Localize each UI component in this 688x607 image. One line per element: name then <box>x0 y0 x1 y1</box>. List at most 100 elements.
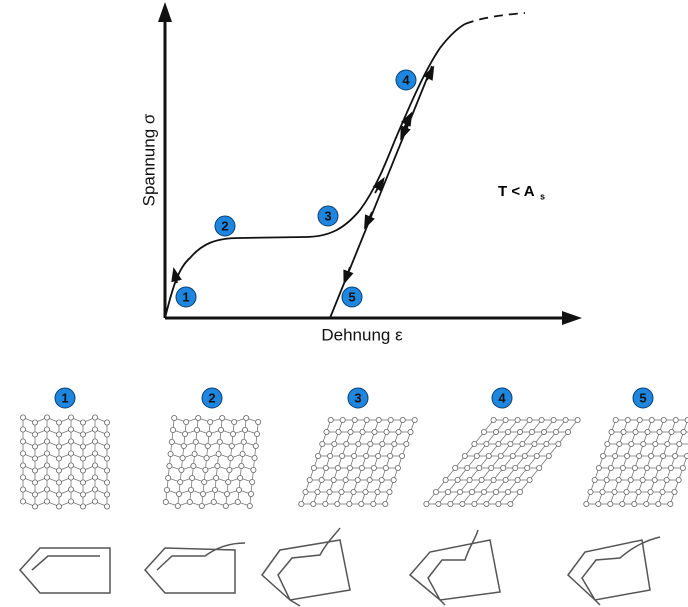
atom <box>479 477 484 482</box>
clips <box>20 528 660 606</box>
atom <box>56 444 61 449</box>
atom <box>625 417 630 422</box>
atom <box>624 489 629 494</box>
atom <box>323 465 328 470</box>
atom <box>376 417 381 422</box>
atom <box>196 415 201 420</box>
atom <box>56 504 61 509</box>
atom <box>388 453 393 458</box>
atom <box>384 429 389 434</box>
atom <box>32 432 37 437</box>
atom <box>400 417 405 422</box>
atom <box>104 504 109 509</box>
atom <box>645 429 650 434</box>
atom <box>68 451 73 456</box>
atom <box>551 417 556 422</box>
atom <box>223 503 228 508</box>
atom <box>92 439 97 444</box>
atom <box>179 467 184 472</box>
atom <box>520 441 525 446</box>
atom <box>388 417 393 422</box>
atom <box>472 501 477 506</box>
atom <box>363 489 368 494</box>
atom <box>328 417 333 422</box>
atom <box>328 453 333 458</box>
atom <box>163 499 168 504</box>
atom <box>376 453 381 458</box>
atom <box>498 453 503 458</box>
atom <box>371 501 376 506</box>
atom <box>339 489 344 494</box>
lattice <box>20 415 109 509</box>
atom <box>392 441 397 446</box>
atom <box>436 501 441 506</box>
atom <box>324 429 329 434</box>
atom <box>56 468 61 473</box>
atom <box>673 417 678 422</box>
atom <box>170 427 175 432</box>
number-badge: 3 <box>348 388 368 408</box>
atom <box>489 465 494 470</box>
badge-number: 4 <box>498 390 506 405</box>
atom <box>214 475 219 480</box>
atom <box>360 429 365 434</box>
atom <box>383 465 388 470</box>
atom <box>205 443 210 448</box>
atom <box>544 441 549 446</box>
atom <box>660 489 665 494</box>
atom <box>445 489 450 494</box>
atom <box>68 427 73 432</box>
atom <box>486 453 491 458</box>
atom <box>621 429 626 434</box>
atom <box>104 456 109 461</box>
lattice <box>584 417 688 506</box>
atom <box>256 419 261 424</box>
y-arrow <box>158 2 172 22</box>
atom <box>199 503 204 508</box>
atom <box>348 429 353 434</box>
atom <box>620 465 625 470</box>
atom <box>192 451 197 456</box>
atom <box>532 441 537 446</box>
atom <box>44 487 49 492</box>
lattice <box>299 417 418 506</box>
atom <box>340 417 345 422</box>
atom <box>44 463 49 468</box>
atom <box>194 427 199 432</box>
atom <box>20 415 25 420</box>
number-badge: 4 <box>396 70 416 90</box>
atom <box>32 468 37 473</box>
atom <box>188 487 193 492</box>
atom <box>680 465 685 470</box>
atom <box>212 487 217 492</box>
atom <box>307 477 312 482</box>
atom <box>343 477 348 482</box>
atom <box>484 501 489 506</box>
atom <box>218 427 223 432</box>
atom <box>340 453 345 458</box>
atom <box>592 477 597 482</box>
atom <box>527 417 532 422</box>
atom <box>247 503 252 508</box>
atom <box>68 499 73 504</box>
atom <box>92 487 97 492</box>
atom <box>56 492 61 497</box>
atom <box>32 420 37 425</box>
number-badge: 2 <box>215 216 235 236</box>
atom <box>335 465 340 470</box>
atom <box>546 453 551 458</box>
atom <box>408 429 413 434</box>
atom <box>92 475 97 480</box>
atom <box>625 453 630 458</box>
atom <box>455 477 460 482</box>
atom <box>68 487 73 492</box>
atom <box>32 492 37 497</box>
atom <box>632 501 637 506</box>
atom <box>493 429 498 434</box>
atom <box>391 477 396 482</box>
number-badge: 1 <box>176 287 196 307</box>
atom <box>226 479 231 484</box>
atom <box>351 489 356 494</box>
atom <box>175 503 180 508</box>
atom <box>525 465 530 470</box>
